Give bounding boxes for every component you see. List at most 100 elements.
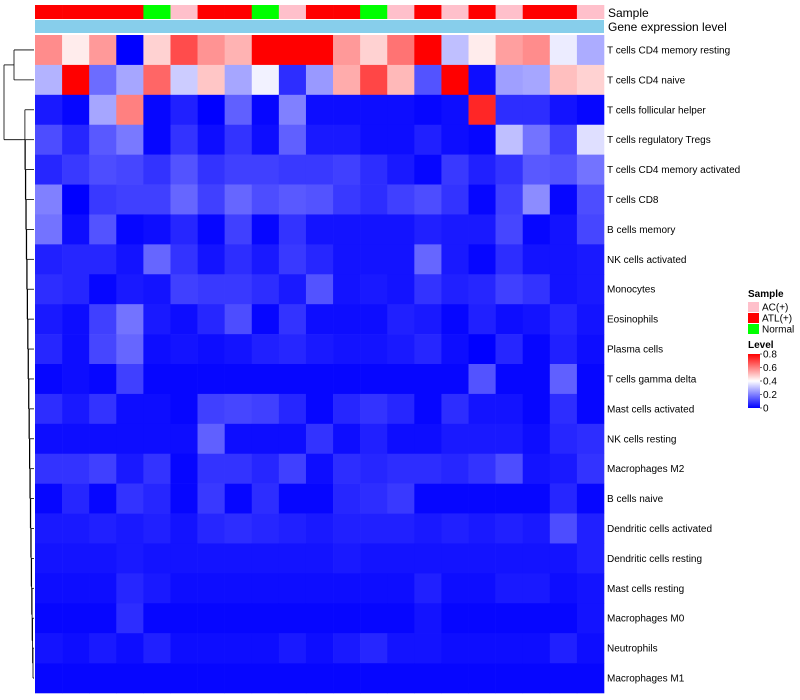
heatmap-cell — [522, 573, 551, 604]
heatmap-cell — [116, 35, 144, 66]
heatmap-cell — [549, 453, 578, 484]
row-labels: T cells CD4 memory resting T cells CD4 na… — [607, 45, 740, 684]
heatmap-cell — [387, 603, 415, 634]
heatmap-cell — [251, 214, 280, 245]
heatmap-cell — [441, 214, 469, 245]
heatmap-cell — [522, 94, 551, 126]
heatmap-cell — [414, 64, 442, 96]
heatmap-cell — [35, 393, 63, 425]
heatmap-cell — [197, 124, 225, 155]
heatmap-cell — [305, 633, 334, 664]
heatmap-cell — [333, 94, 361, 126]
heatmap-cell — [143, 423, 171, 455]
heatmap-cell — [224, 124, 253, 155]
heatmap-cell — [170, 423, 198, 455]
heatmap-cell — [224, 214, 253, 245]
heatmap-cell — [89, 334, 117, 365]
heatmap-cell — [333, 663, 361, 694]
heatmap-cell — [414, 214, 442, 245]
heatmap-cell — [360, 423, 388, 455]
heatmap-cell — [143, 513, 171, 544]
heatmap-cell — [197, 274, 225, 305]
sample-legend-items: AC(+)ATL(+)Normal — [748, 302, 794, 336]
heatmap-cell — [522, 633, 551, 664]
legend-swatch — [748, 313, 759, 323]
heatmap-cell — [414, 543, 442, 574]
row-label: Macrophages M1 — [607, 674, 685, 685]
heatmap-cell — [197, 573, 225, 604]
heatmap-cell — [360, 184, 388, 215]
heatmap-cell — [116, 184, 144, 215]
heatmap-cell — [414, 603, 442, 634]
heatmap-cell — [522, 35, 551, 66]
sample-annotation-title: Sample — [608, 6, 649, 20]
row-label: Neutrophils — [607, 644, 658, 655]
heatmap-cell — [89, 274, 117, 305]
row-label: B cells naive — [607, 494, 664, 505]
heatmap-cell — [89, 663, 117, 694]
heatmap-cells — [35, 35, 605, 694]
heatmap-cell — [468, 543, 496, 574]
heatmap-cell — [468, 364, 496, 395]
row-label: Mast cells resting — [607, 584, 684, 595]
heatmap-cell — [197, 663, 225, 694]
heatmap-cell — [278, 334, 307, 365]
heatmap-cell — [116, 154, 144, 185]
heatmap-cell — [360, 663, 388, 694]
heatmap-cell — [170, 543, 198, 574]
heatmap-cell — [360, 543, 388, 574]
heatmap-cell — [197, 244, 225, 275]
heatmap-cell — [441, 124, 469, 155]
heatmap-cell — [495, 184, 524, 215]
heatmap-cell — [495, 543, 524, 574]
heatmap-cell — [116, 483, 144, 514]
heatmap-cell — [170, 94, 198, 126]
row-label: T cells gamma delta — [607, 374, 697, 385]
heatmap-cell — [143, 94, 171, 126]
heatmap-cell — [549, 603, 578, 634]
heatmap-cell — [495, 214, 524, 245]
row-label: T cells follicular helper — [607, 105, 706, 116]
heatmap-cell — [468, 94, 496, 126]
heatmap-cell — [441, 94, 469, 126]
row-label: Mast cells activated — [607, 404, 694, 415]
heatmap-cell — [468, 35, 496, 66]
heatmap-cell — [360, 244, 388, 275]
heatmap-cell — [360, 483, 388, 514]
heatmap-cell — [143, 453, 171, 484]
heatmap-cell — [89, 513, 117, 544]
heatmap-cell — [278, 483, 307, 514]
heatmap-cell — [170, 154, 198, 185]
sample-cell — [360, 5, 388, 19]
row-dendrogram — [3, 49, 34, 679]
heatmap-cell — [495, 124, 524, 155]
heatmap-cell — [170, 334, 198, 365]
heatmap-cell — [360, 633, 388, 664]
heatmap-cell — [251, 304, 280, 335]
heatmap-cell — [251, 543, 280, 574]
heatmap-cell — [278, 124, 307, 155]
heatmap-cell — [414, 334, 442, 365]
heatmap-cell — [333, 334, 361, 365]
heatmap-cell — [197, 35, 225, 66]
heatmap-cell — [414, 573, 442, 604]
heatmap-cell — [333, 214, 361, 245]
heatmap-cell — [170, 274, 198, 305]
heatmap-cell — [414, 453, 442, 484]
heatmap-cell — [35, 35, 63, 66]
heatmap-cell — [333, 35, 361, 66]
heatmap-cell — [333, 304, 361, 335]
heatmap-cell — [305, 663, 334, 694]
heatmap-cell — [197, 393, 225, 425]
heatmap-cell — [170, 304, 198, 335]
row-label: T cells CD4 naive — [607, 75, 686, 86]
heatmap-cell — [576, 35, 605, 66]
heatmap-cell — [62, 603, 90, 634]
sample-cell — [522, 5, 551, 19]
heatmap-cell — [35, 573, 63, 604]
heatmap-cell — [495, 573, 524, 604]
heatmap-cell — [468, 124, 496, 155]
heatmap-cell — [116, 214, 144, 245]
heatmap-cell — [549, 124, 578, 155]
heatmap-cell — [387, 633, 415, 664]
